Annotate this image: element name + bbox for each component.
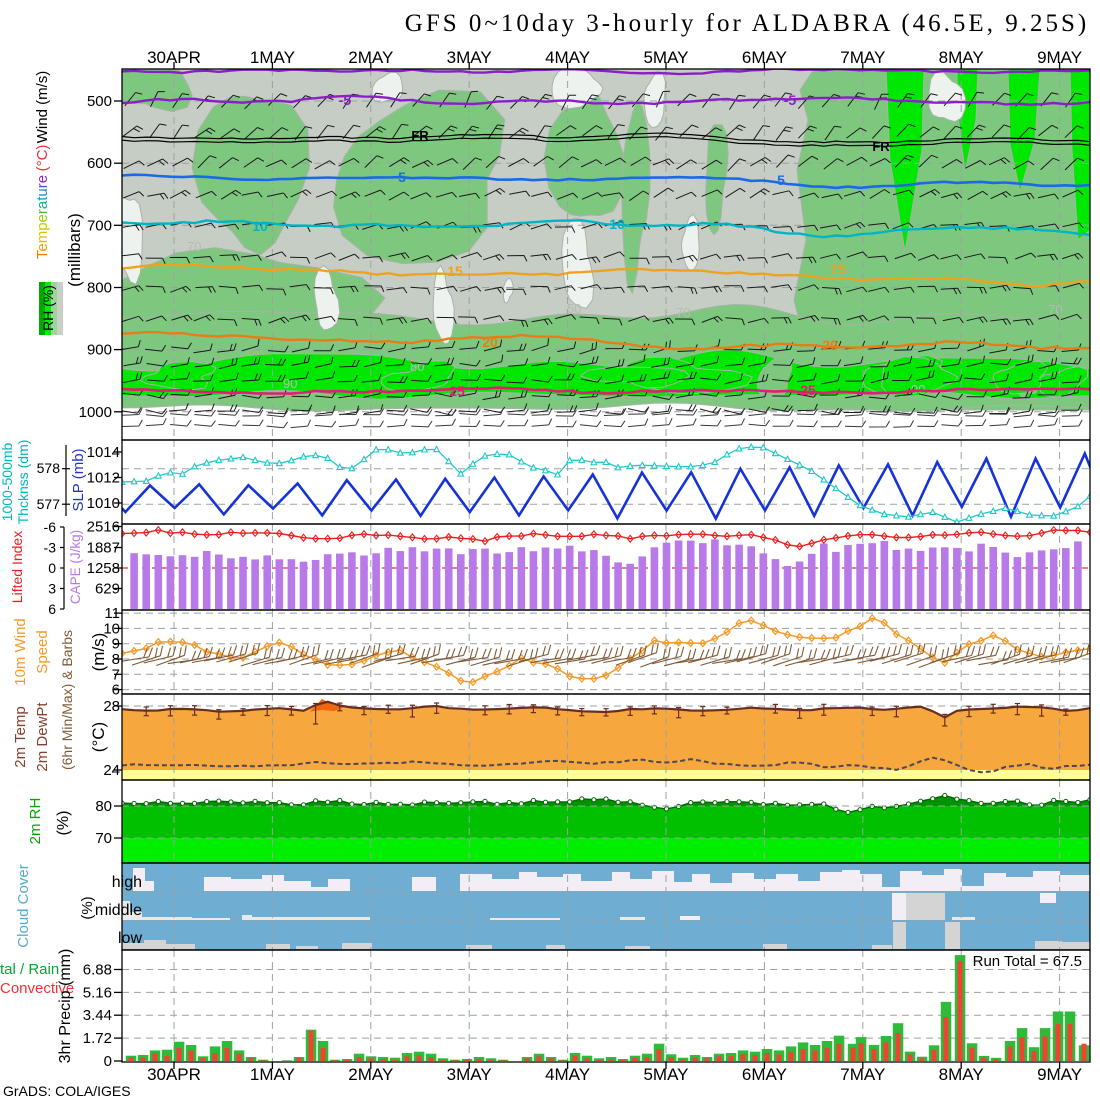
svg-text:high: high <box>112 874 142 891</box>
svg-text:9MAY: 9MAY <box>1037 48 1082 67</box>
svg-text:3MAY: 3MAY <box>447 48 492 67</box>
svg-text:9MAY: 9MAY <box>1037 1065 1082 1084</box>
svg-text:900: 900 <box>87 342 112 359</box>
svg-text:Run Total = 67.5: Run Total = 67.5 <box>973 953 1082 970</box>
svg-text:0: 0 <box>48 560 56 576</box>
svg-text:8MAY: 8MAY <box>939 1065 984 1084</box>
svg-text:SLP (mb): SLP (mb) <box>70 448 87 511</box>
svg-text:1.72: 1.72 <box>83 1030 112 1047</box>
svg-text:20: 20 <box>822 337 838 353</box>
svg-text:10: 10 <box>252 218 268 234</box>
svg-text:50: 50 <box>567 301 581 316</box>
svg-text:CAPE (J/kg): CAPE (J/kg) <box>68 530 83 604</box>
svg-text:20: 20 <box>482 334 498 350</box>
svg-text:(%): (%) <box>55 811 72 836</box>
svg-text:6: 6 <box>48 601 56 617</box>
svg-text:1MAY: 1MAY <box>250 48 295 67</box>
svg-text:500: 500 <box>87 93 112 110</box>
svg-text:7MAY: 7MAY <box>840 1065 885 1084</box>
svg-text:5.16: 5.16 <box>83 984 112 1001</box>
svg-text:2MAY: 2MAY <box>348 1065 393 1084</box>
svg-text:25: 25 <box>449 383 465 399</box>
svg-text:5MAY: 5MAY <box>643 48 688 67</box>
svg-text:low: low <box>118 930 142 947</box>
svg-text:3: 3 <box>48 581 56 597</box>
svg-text:8MAY: 8MAY <box>939 48 984 67</box>
svg-text:(%): (%) <box>79 896 96 919</box>
svg-text:-5: -5 <box>784 92 797 108</box>
svg-text:middle: middle <box>95 902 142 919</box>
svg-text:1MAY: 1MAY <box>250 1065 295 1084</box>
svg-text:(m/s): (m/s) <box>89 633 108 672</box>
svg-text:3.44: 3.44 <box>83 1007 112 1024</box>
svg-text:(°C): (°C) <box>89 722 108 752</box>
svg-text:2m Temp: 2m Temp <box>12 706 29 767</box>
svg-text:4MAY: 4MAY <box>545 48 590 67</box>
svg-text:70: 70 <box>187 239 201 254</box>
svg-text:4MAY: 4MAY <box>545 1065 590 1084</box>
svg-text:Thcknss (dm): Thcknss (dm) <box>15 440 31 525</box>
svg-text:-6: -6 <box>44 519 57 535</box>
svg-text:6.88: 6.88 <box>83 961 112 978</box>
svg-text:tal / Rain: tal / Rain <box>0 961 59 978</box>
svg-text:Speed: Speed <box>34 630 51 673</box>
svg-text:700: 700 <box>87 217 112 234</box>
svg-text:30APR: 30APR <box>147 1065 201 1084</box>
svg-text:Lifted Index: Lifted Index <box>9 531 25 603</box>
svg-text:577: 577 <box>37 496 61 512</box>
svg-text:5MAY: 5MAY <box>643 1065 688 1084</box>
svg-text:80: 80 <box>410 359 424 374</box>
svg-text:578: 578 <box>37 460 61 476</box>
svg-text:GFS 0~10day 3-hourly for ALDAB: GFS 0~10day 3-hourly for ALDABRA (46.5E,… <box>405 10 1089 37</box>
svg-text:3hr Precip (mm): 3hr Precip (mm) <box>57 949 74 1064</box>
svg-text:2m RH: 2m RH <box>27 798 44 845</box>
svg-text:10: 10 <box>609 216 625 232</box>
svg-text:1000: 1000 <box>79 404 112 421</box>
svg-text:6MAY: 6MAY <box>742 1065 787 1084</box>
svg-text:5: 5 <box>398 169 406 185</box>
svg-text:FR: FR <box>411 128 429 143</box>
svg-text:2MAY: 2MAY <box>348 48 393 67</box>
svg-text:70: 70 <box>95 830 112 847</box>
svg-text:Cloud Cover: Cloud Cover <box>15 864 32 947</box>
svg-text:(°C): (°C) <box>34 145 51 172</box>
svg-text:15: 15 <box>830 261 846 277</box>
svg-text:5: 5 <box>777 172 785 188</box>
svg-text:(millibars): (millibars) <box>65 213 84 287</box>
svg-text:Temperature: Temperature <box>34 175 51 259</box>
svg-text:1000-500mb: 1000-500mb <box>0 442 15 521</box>
svg-text:80: 80 <box>95 798 112 815</box>
svg-text:10m Wind: 10m Wind <box>12 618 29 686</box>
svg-text:FR: FR <box>872 139 890 154</box>
svg-text:(6hr Min/Max) & Barbs: (6hr Min/Max) & Barbs <box>59 630 75 770</box>
svg-text:3MAY: 3MAY <box>447 1065 492 1084</box>
svg-text:0: 0 <box>104 1053 112 1070</box>
svg-text:70: 70 <box>676 305 690 320</box>
svg-text:6MAY: 6MAY <box>742 48 787 67</box>
svg-text:7MAY: 7MAY <box>840 48 885 67</box>
svg-text:90: 90 <box>283 376 297 391</box>
svg-text:RH (%): RH (%) <box>40 285 56 331</box>
svg-text:30APR: 30APR <box>147 48 201 67</box>
svg-text:15: 15 <box>447 263 463 279</box>
svg-text:GrADS: COLA/IGES: GrADS: COLA/IGES <box>3 1083 131 1099</box>
svg-text:25: 25 <box>800 382 816 398</box>
svg-text:600: 600 <box>87 155 112 172</box>
svg-text:-3: -3 <box>44 540 57 556</box>
svg-text:-5: -5 <box>339 92 352 108</box>
svg-text:Wind (m/s): Wind (m/s) <box>34 71 51 144</box>
svg-text:800: 800 <box>87 279 112 296</box>
svg-text:2m DewPt: 2m DewPt <box>34 702 51 772</box>
